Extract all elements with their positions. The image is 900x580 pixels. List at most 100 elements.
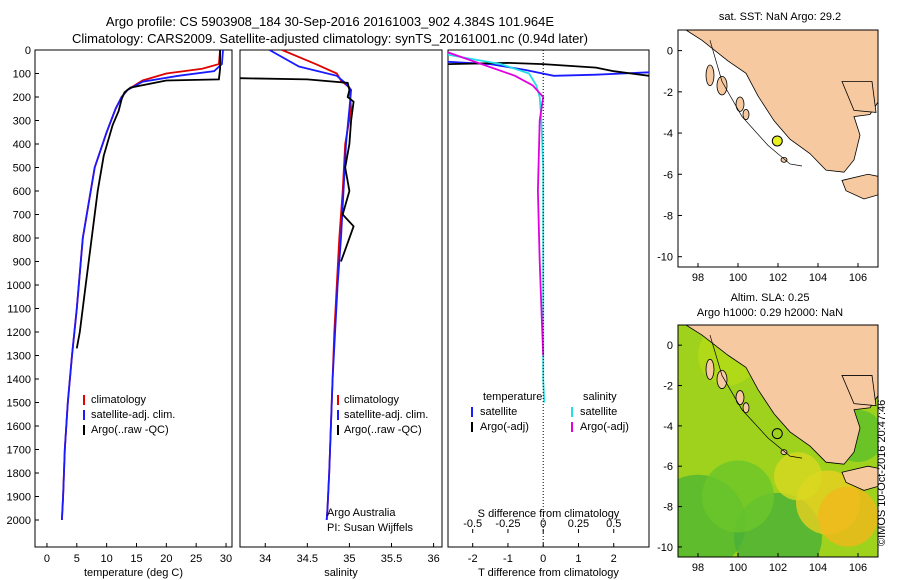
land-sumatra: [678, 325, 878, 465]
map-y-tick-label: -8: [663, 502, 673, 514]
chart-title-line2: Climatology: CARS2009. Satellite-adjuste…: [72, 31, 588, 46]
x-tick-label: 25: [190, 553, 202, 565]
island: [705, 64, 715, 87]
legend-label: satellite-adj. clim.: [344, 409, 428, 421]
land-bangka: [841, 375, 877, 407]
y-tick-label: 1900: [7, 492, 31, 504]
argo-float-marker: [771, 428, 783, 440]
x-top-tick-label: -0.5: [463, 518, 482, 530]
y-tick-label: 1300: [7, 351, 31, 363]
x-tick-label: 36: [427, 553, 439, 565]
y-tick-label: 1400: [7, 374, 31, 386]
annotation-line2: PI: Susan Wijffels: [327, 522, 413, 534]
map-x-tick-label: 100: [729, 272, 747, 284]
y-tick-label: 1200: [7, 327, 31, 339]
x-top-tick-label: 0: [540, 518, 546, 530]
series-line-argo-adj-: [448, 51, 545, 356]
x-tick-label: 35.5: [381, 553, 402, 565]
y-tick-label: 0: [25, 45, 31, 57]
y-tick-label: 1800: [7, 468, 31, 480]
x-tick-label: 15: [130, 553, 142, 565]
panel-frame-temperature: [34, 49, 233, 548]
map-body-sla-map: [678, 325, 878, 557]
map-x-tick-label: 102: [769, 562, 787, 574]
y-tick-label: 400: [13, 139, 31, 151]
land-java: [841, 173, 878, 200]
x-tick-label: 2: [611, 553, 617, 565]
y-tick-label: 2000: [7, 515, 31, 527]
map-y-tick-label: -6: [663, 169, 673, 181]
x-tick-label: -1: [503, 553, 513, 565]
depth-contour: [709, 40, 803, 167]
sst-map-title: sat. SST: NaN Argo: 29.2: [719, 11, 841, 23]
series-line-satellite: [448, 53, 546, 403]
x-tick-label: 34.5: [297, 553, 318, 565]
island: [742, 402, 750, 414]
x-tick-label: 0: [44, 553, 50, 565]
legend-label: satellite: [480, 406, 517, 418]
map-y-tick-label: -10: [657, 252, 673, 264]
x-top-axis-label: S difference from climatology: [478, 508, 620, 520]
x-tick-label: -2: [468, 553, 478, 565]
x-top-tick-label: -0.25: [495, 518, 520, 530]
y-tick-label: 800: [13, 233, 31, 245]
sla-map-title-line2: Argo h1000: 0.29 h2000: NaN: [697, 307, 843, 319]
island: [780, 449, 788, 455]
series-line-argo-raw-qc-: [75, 50, 222, 349]
y-tick-label: 300: [13, 116, 31, 128]
map-x-tick-label: 102: [769, 272, 787, 284]
map-x-tick-label: 104: [809, 272, 827, 284]
island: [716, 369, 728, 389]
x-axis-label: T difference from climatology: [478, 567, 619, 579]
map-y-tick-label: 0: [667, 340, 673, 352]
island: [716, 75, 728, 96]
x-tick-label: 35: [343, 553, 355, 565]
legend-label: Argo(..raw -QC): [91, 424, 169, 436]
y-tick-label: 1100: [7, 304, 31, 316]
legend-label: climatology: [344, 394, 400, 406]
panel-frame-salinity: [239, 49, 443, 548]
map-y-tick-label: 0: [667, 46, 673, 58]
island: [735, 96, 745, 112]
x-tick-label: 10: [101, 553, 113, 565]
map-x-tick-label: 98: [692, 562, 704, 574]
map-x-tick-label: 106: [849, 272, 867, 284]
y-tick-label: 600: [13, 186, 31, 198]
island: [735, 390, 745, 406]
y-tick-label: 100: [13, 69, 31, 81]
series-line-argo-raw-qc-: [240, 77, 355, 262]
depth-contour: [709, 334, 803, 459]
map-y-tick-label: -10: [657, 542, 673, 554]
annotation-line1: Argo Australia: [327, 507, 396, 519]
land-bangka: [841, 81, 877, 113]
x-axis-label: temperature (deg C): [84, 567, 183, 579]
map-x-tick-label: 104: [809, 562, 827, 574]
chart-title-line1: Argo profile: CS 5903908_184 30-Sep-2016…: [105, 14, 555, 29]
y-tick-label: 1000: [7, 280, 31, 292]
series-line-satellite-adj-clim-: [61, 50, 224, 521]
x-top-tick-label: 0.25: [568, 518, 589, 530]
island: [780, 156, 788, 163]
x-axis-label: salinity: [324, 567, 358, 579]
x-tick-label: 20: [160, 553, 172, 565]
sla-patch: [774, 452, 822, 501]
island: [742, 108, 750, 121]
legend-label: Argo(-adj): [480, 421, 529, 433]
map-y-tick-label: -6: [663, 461, 673, 473]
y-tick-label: 1500: [7, 398, 31, 410]
sla-map-title-line1: Altim. SLA: 0.25: [731, 292, 810, 304]
legend-label: Argo(..raw -QC): [344, 424, 422, 436]
x-tick-label: 0: [540, 553, 546, 565]
y-tick-label: 200: [13, 92, 31, 104]
y-tick-label: 900: [13, 257, 31, 269]
y-tick-label: 1600: [7, 421, 31, 433]
map-y-tick-label: -2: [663, 87, 673, 99]
x-tick-label: 30: [220, 553, 232, 565]
legend-title: salinity: [583, 391, 617, 403]
map-y-tick-label: -4: [663, 128, 673, 140]
map-y-tick-label: -2: [663, 381, 673, 393]
x-tick-label: 34: [259, 553, 271, 565]
map-x-tick-label: 106: [849, 562, 867, 574]
argo-float-marker: [771, 135, 783, 147]
